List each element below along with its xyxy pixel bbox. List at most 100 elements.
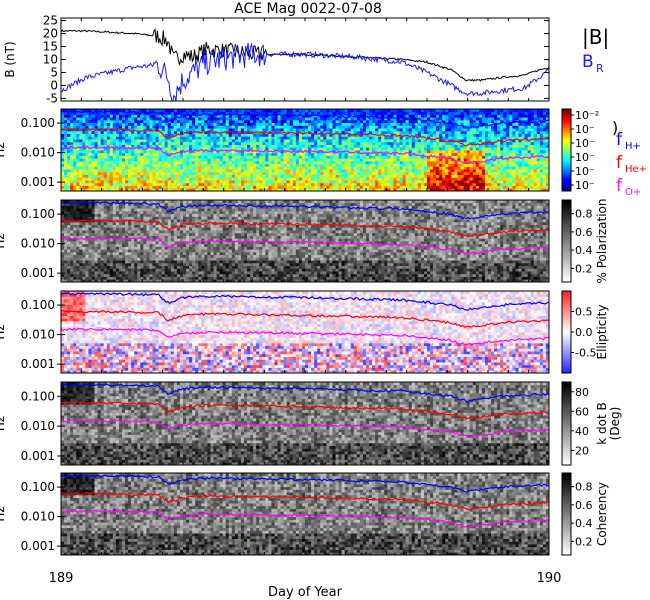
heatmap-cell xyxy=(177,112,180,115)
heatmap-cell xyxy=(247,142,250,145)
heatmap-cell xyxy=(275,161,278,164)
heatmap-cell xyxy=(204,117,207,120)
heatmap-cell xyxy=(268,177,271,180)
heatmap-cell xyxy=(305,153,308,156)
heatmap-cell xyxy=(101,183,104,186)
heatmap-cell xyxy=(366,169,369,172)
heatmap-cell xyxy=(445,153,448,156)
heatmap-cell xyxy=(458,117,461,120)
heatmap-cell xyxy=(107,139,110,142)
heatmap-cell xyxy=(454,155,457,158)
heatmap-cell xyxy=(253,172,256,175)
heatmap-cell xyxy=(409,175,412,178)
heatmap-cell xyxy=(400,175,403,178)
heatmap-cell xyxy=(515,145,518,148)
heatmap-cell xyxy=(522,112,525,115)
heatmap-cell xyxy=(131,117,134,120)
heatmap-cell xyxy=(275,123,278,126)
heatmap-cell xyxy=(122,158,125,161)
heatmap-cell xyxy=(476,183,479,186)
heatmap-cell xyxy=(253,134,256,137)
heatmap-cell xyxy=(519,161,522,164)
heatmap-cell xyxy=(186,123,189,126)
heatmap-cell xyxy=(427,123,430,126)
heatmap-cell xyxy=(131,161,134,164)
heatmap-cell xyxy=(238,166,241,169)
heatmap-cell xyxy=(207,136,210,139)
heatmap-cell xyxy=(522,134,525,137)
heatmap-cell xyxy=(445,142,448,145)
heatmap-cell xyxy=(98,166,101,169)
heatmap-cell xyxy=(137,166,140,169)
heatmap-cell xyxy=(332,175,335,178)
heatmap-cell xyxy=(308,175,311,178)
heatmap-cell xyxy=(482,128,485,131)
heatmap-cell xyxy=(256,180,259,183)
heatmap-cell xyxy=(268,147,271,150)
heatmap-cell xyxy=(412,180,415,183)
heatmap-cell xyxy=(473,183,476,186)
heatmap-cell xyxy=(79,153,82,156)
heatmap-cell xyxy=(125,142,128,145)
heatmap-cell xyxy=(317,169,320,172)
heatmap-cell xyxy=(305,183,308,186)
heatmap-cell xyxy=(79,123,82,126)
heatmap-cell xyxy=(320,169,323,172)
heatmap-cell xyxy=(421,139,424,142)
heatmap-cell xyxy=(519,166,522,169)
heatmap-cell xyxy=(70,164,73,167)
heatmap-cell xyxy=(98,120,101,123)
heatmap-cell xyxy=(442,145,445,148)
heatmap-cell xyxy=(107,183,110,186)
heatmap-cell xyxy=(299,128,302,131)
heatmap-cell xyxy=(76,158,79,161)
heatmap-cell xyxy=(189,161,192,164)
heatmap-cell xyxy=(308,147,311,150)
heatmap-cell xyxy=(448,183,451,186)
heatmap-cell xyxy=(412,114,415,117)
heatmap-cell xyxy=(454,147,457,150)
heatmap-cell xyxy=(207,177,210,180)
heatmap-cell xyxy=(284,142,287,145)
heatmap-cell xyxy=(525,169,528,172)
heatmap-cell xyxy=(110,155,113,158)
heatmap-cell xyxy=(403,125,406,128)
heatmap-cell xyxy=(174,161,177,164)
heatmap-cell xyxy=(482,172,485,175)
heatmap-cell xyxy=(183,164,186,167)
heatmap-cell xyxy=(256,183,259,186)
heatmap-cell xyxy=(223,145,226,148)
heatmap-cell xyxy=(476,139,479,142)
heatmap-cell xyxy=(156,175,159,178)
heatmap-cell xyxy=(363,175,366,178)
heatmap-cell xyxy=(458,164,461,167)
heatmap-cell xyxy=(110,169,113,172)
heatmap-cell xyxy=(265,123,268,126)
heatmap-cell xyxy=(485,117,488,120)
y-tick-label: 0 xyxy=(50,78,58,92)
heatmap-cell xyxy=(223,169,226,172)
heatmap-cell xyxy=(375,125,378,128)
heatmap-cell xyxy=(384,147,387,150)
heatmap-cell xyxy=(88,169,91,172)
heatmap-cell xyxy=(146,142,149,145)
heatmap-cell xyxy=(101,120,104,123)
heatmap-cell xyxy=(192,142,195,145)
heatmap-cell xyxy=(509,112,512,115)
heatmap-cell xyxy=(159,169,162,172)
heatmap-cell xyxy=(287,120,290,123)
heatmap-cell xyxy=(451,175,454,178)
heatmap-cell xyxy=(439,186,442,189)
heatmap-cell xyxy=(442,134,445,137)
heatmap-cell xyxy=(339,186,342,189)
heatmap-cell xyxy=(497,186,500,189)
heatmap-cell xyxy=(375,112,378,115)
heatmap-cell xyxy=(415,114,418,117)
heatmap-cell xyxy=(390,123,393,126)
heatmap-cell xyxy=(79,150,82,153)
heatmap-cell xyxy=(494,136,497,139)
heatmap-cell xyxy=(375,128,378,131)
heatmap-cell xyxy=(189,166,192,169)
heatmap-cell xyxy=(354,172,357,175)
heatmap-cell xyxy=(244,117,247,120)
